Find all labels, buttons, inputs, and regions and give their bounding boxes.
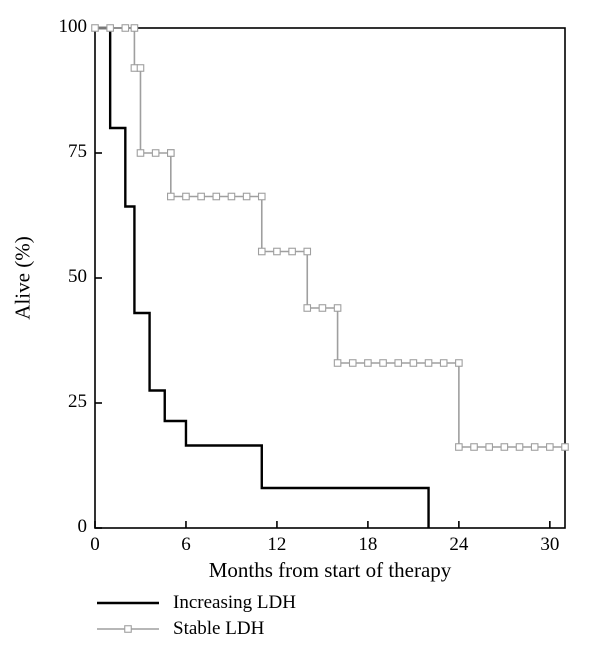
x-tick-label: 12 [257,534,297,556]
legend-swatch [97,620,159,638]
legend-item: Increasing LDH [97,590,296,616]
x-tick-label: 30 [530,534,570,556]
y-tick-label: 100 [45,16,87,38]
x-tick-label: 6 [166,534,206,556]
x-tick-label: 18 [348,534,388,556]
y-tick-label: 0 [45,516,87,538]
y-tick-label: 25 [45,391,87,413]
y-axis-label: Alive (%) [11,236,36,319]
legend-item: Stable LDH [97,616,296,642]
plot-border [95,28,565,528]
y-tick-label: 50 [45,266,87,288]
legend-label: Stable LDH [173,618,264,640]
legend: Increasing LDH Stable LDH [97,590,296,642]
x-tick-label: 24 [439,534,479,556]
legend-swatch [97,594,159,612]
x-axis-label: Months from start of therapy [95,558,565,583]
y-tick-label: 75 [45,141,87,163]
legend-label: Increasing LDH [173,592,296,614]
